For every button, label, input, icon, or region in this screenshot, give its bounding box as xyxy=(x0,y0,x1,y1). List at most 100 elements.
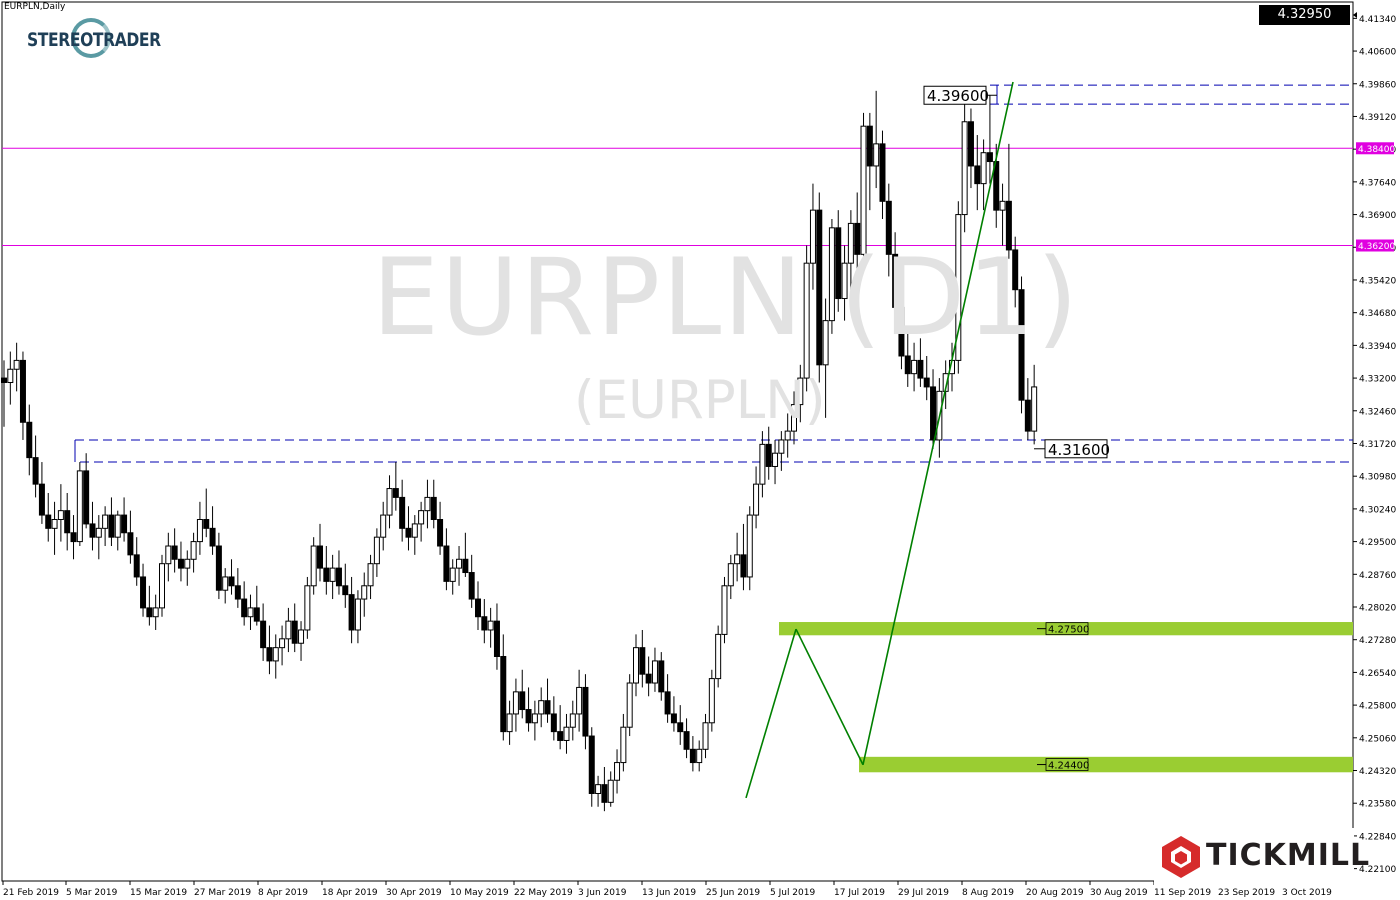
tickmill-brand-text: TICKMILL xyxy=(1206,838,1371,873)
candle-body xyxy=(879,143,886,202)
level-price-label: 4.36200 xyxy=(1358,242,1395,252)
candle-body xyxy=(392,488,399,498)
candle-body xyxy=(917,359,924,379)
zone-label-box xyxy=(1045,758,1089,771)
y-tick-label: 4.22840 xyxy=(1359,832,1396,842)
x-tick-label: 27 Mar 2019 xyxy=(194,888,251,898)
candle-body xyxy=(354,598,361,631)
candle-body xyxy=(70,532,77,543)
candle-body xyxy=(614,762,621,781)
trend-line xyxy=(795,628,864,766)
candle-body xyxy=(108,514,115,538)
x-tick-label: 13 Jun 2019 xyxy=(642,888,696,898)
candle-body xyxy=(323,567,330,582)
x-tick-label: 18 Apr 2019 xyxy=(322,888,378,898)
candle-body xyxy=(822,320,829,366)
candle-body xyxy=(569,713,576,728)
candle-body xyxy=(544,700,551,715)
candle-body xyxy=(1031,386,1038,432)
candle-body xyxy=(607,779,614,803)
candle-body xyxy=(190,541,197,560)
x-tick-label: 8 Aug 2019 xyxy=(962,888,1014,898)
candle-body xyxy=(165,545,172,565)
x-tick-label: 22 May 2019 xyxy=(514,888,573,898)
candle-body xyxy=(525,709,532,724)
y-tick-label: 4.27280 xyxy=(1359,636,1396,646)
candle-body xyxy=(373,536,380,565)
candle-body xyxy=(746,514,753,578)
candle-body xyxy=(835,227,842,300)
y-tick-label: 4.30240 xyxy=(1359,505,1396,515)
candle-body xyxy=(664,691,671,715)
candle-body xyxy=(633,647,639,684)
stereotrader-logo: STEREOTRADER xyxy=(27,18,161,66)
candle-body xyxy=(411,523,418,538)
candle-body xyxy=(550,713,557,733)
x-tick-label: 17 Jul 2019 xyxy=(834,888,885,898)
candle-body xyxy=(196,519,203,543)
trend-line xyxy=(862,81,1014,765)
y-tick-label: 4.32460 xyxy=(1359,407,1396,417)
tickmill-logo: TICKMILL xyxy=(1154,828,1369,886)
candle-body xyxy=(335,567,342,587)
candle-body xyxy=(203,519,210,529)
candle-body xyxy=(329,567,336,582)
candle-body xyxy=(19,359,26,423)
candle-body xyxy=(955,214,962,361)
x-tick-label: 5 Jul 2019 xyxy=(770,888,815,898)
candle-body xyxy=(601,784,608,803)
candle-body xyxy=(462,558,469,574)
candle-body xyxy=(759,443,766,485)
candle-body xyxy=(83,470,90,525)
candle-body xyxy=(38,483,45,516)
candle-body xyxy=(582,686,589,737)
level-price-label: 4.38400 xyxy=(1358,145,1395,155)
annotation-label: 4.39600 xyxy=(927,87,989,105)
candle-body xyxy=(424,496,431,512)
candle-body xyxy=(860,125,867,255)
candle-body xyxy=(1012,249,1019,291)
candle-body xyxy=(493,620,500,657)
x-tick-label: 30 Apr 2019 xyxy=(386,888,442,898)
candle-body xyxy=(923,377,930,388)
candle-body xyxy=(715,633,722,680)
candle-body xyxy=(670,713,677,724)
candle-body xyxy=(140,576,147,609)
candle-body xyxy=(803,262,810,379)
y-tick-label: 4.33940 xyxy=(1359,342,1396,352)
candle-body xyxy=(588,735,595,794)
y-tick-label: 4.31720 xyxy=(1359,440,1396,450)
y-tick-label: 4.39860 xyxy=(1359,80,1396,90)
y-tick-label: 4.24320 xyxy=(1359,767,1396,777)
candle-body xyxy=(557,731,564,741)
y-tick-label: 4.34680 xyxy=(1359,309,1396,319)
candle-body xyxy=(538,700,545,715)
y-tick-label: 4.22100 xyxy=(1359,865,1396,875)
candle-body xyxy=(361,585,368,600)
candle-body xyxy=(64,510,71,534)
candle-body xyxy=(772,452,779,467)
candle-body xyxy=(228,576,235,587)
x-tick-label: 3 Jun 2019 xyxy=(578,888,627,898)
plot-frame xyxy=(1,1,1354,882)
y-tick-label: 4.40600 xyxy=(1359,48,1396,58)
candle-body xyxy=(734,554,741,565)
logo-text-b: TRADER xyxy=(92,29,161,51)
candle-body xyxy=(266,647,273,662)
logo-ring-icon xyxy=(71,18,111,58)
candle-body xyxy=(1005,200,1012,251)
candle-body xyxy=(367,563,374,587)
y-tick-label: 4.36900 xyxy=(1359,211,1396,221)
candle-body xyxy=(974,165,981,185)
candle-body xyxy=(247,607,254,618)
candle-body xyxy=(847,222,854,264)
candle-body xyxy=(260,620,267,649)
candle-body xyxy=(405,527,412,538)
y-tick-label: 4.33200 xyxy=(1359,375,1396,385)
candle-body xyxy=(386,488,393,516)
candle-body xyxy=(689,748,696,764)
y-tick-label: 4.41340 xyxy=(1359,15,1396,25)
candle-body xyxy=(222,576,229,591)
candle-body xyxy=(500,655,507,733)
